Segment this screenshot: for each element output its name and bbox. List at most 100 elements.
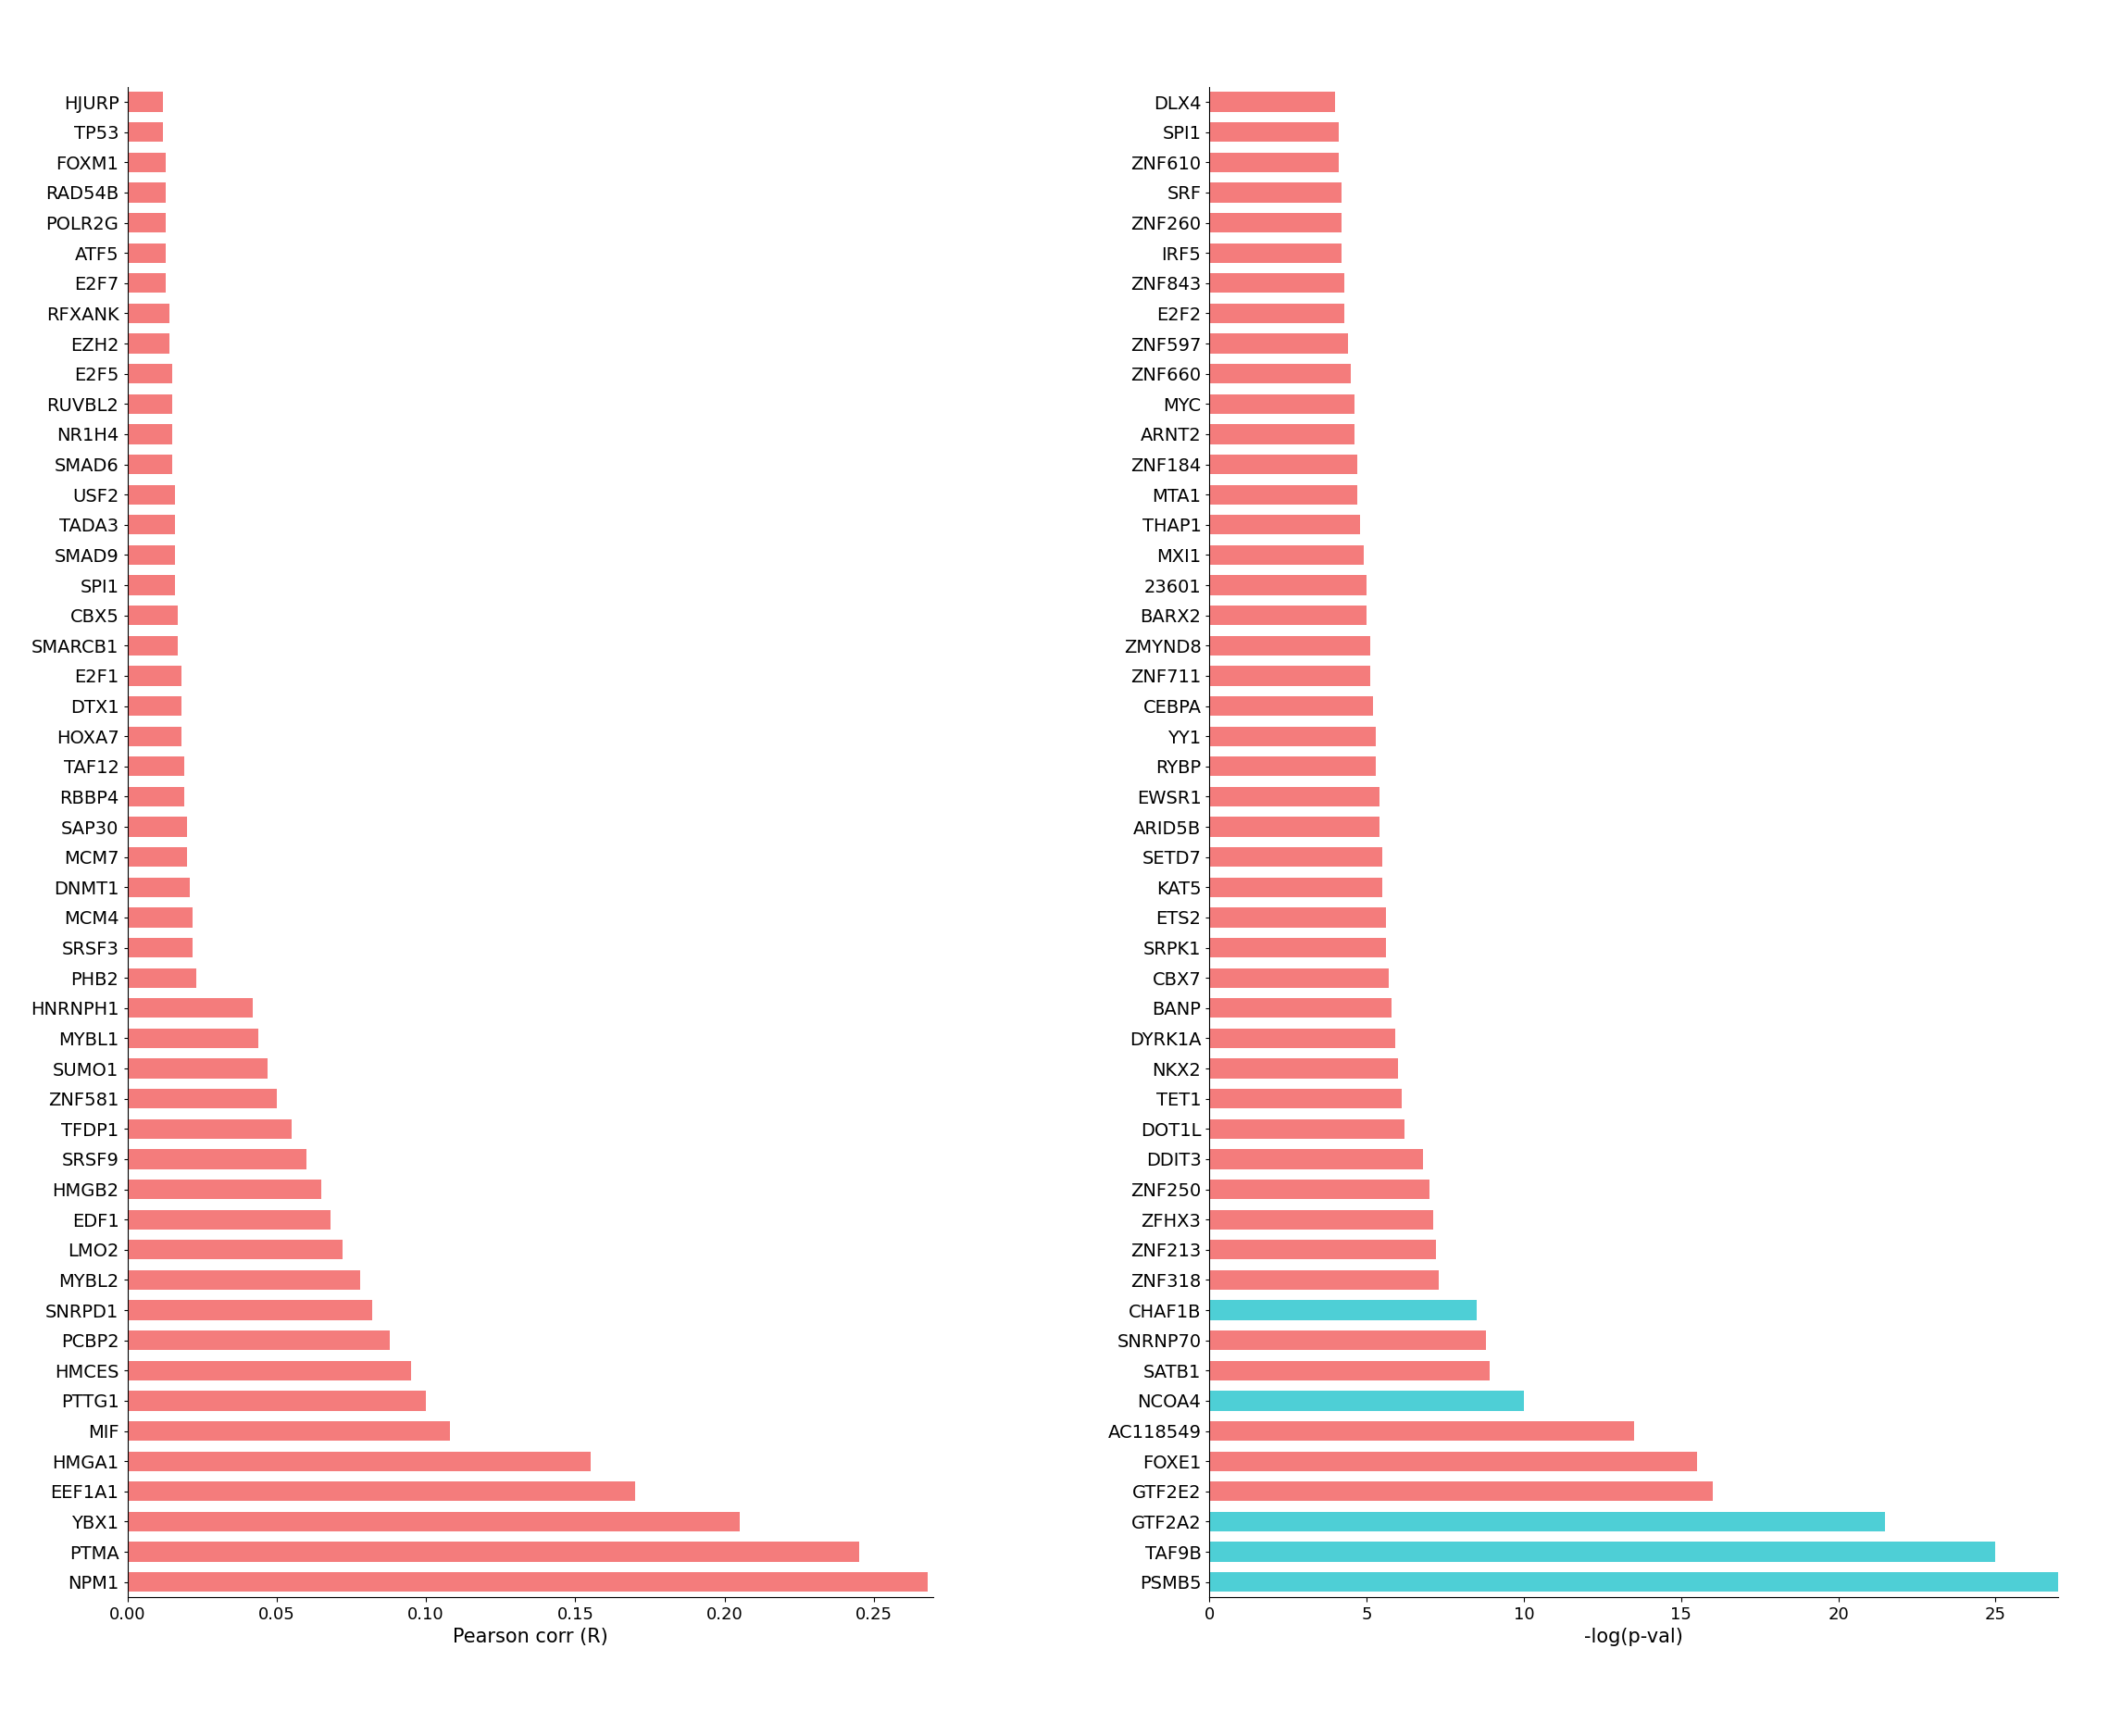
Bar bbox=[127, 606, 178, 625]
Bar bbox=[1210, 635, 1371, 656]
Bar bbox=[1210, 273, 1345, 293]
Bar bbox=[1210, 153, 1339, 172]
Bar bbox=[127, 394, 172, 413]
Bar bbox=[127, 757, 185, 776]
X-axis label: Pearson corr (R): Pearson corr (R) bbox=[452, 1628, 609, 1646]
Bar bbox=[1210, 667, 1371, 686]
Bar bbox=[127, 908, 193, 927]
Bar bbox=[127, 1179, 320, 1200]
Bar bbox=[127, 516, 176, 535]
Bar bbox=[127, 1088, 276, 1109]
Bar bbox=[127, 1512, 741, 1531]
Bar bbox=[1210, 696, 1373, 715]
Bar bbox=[1210, 333, 1347, 354]
Bar bbox=[1210, 1330, 1485, 1351]
Bar bbox=[1210, 1179, 1430, 1200]
Bar bbox=[127, 1120, 291, 1139]
Bar bbox=[127, 1542, 859, 1562]
Bar bbox=[1210, 1451, 1698, 1470]
Bar bbox=[127, 484, 176, 505]
Bar bbox=[127, 1422, 450, 1441]
Bar bbox=[127, 1391, 427, 1411]
Bar bbox=[127, 937, 193, 958]
Bar bbox=[127, 333, 170, 354]
Bar bbox=[1210, 1512, 1886, 1531]
Bar bbox=[1210, 1149, 1424, 1168]
Bar bbox=[127, 92, 163, 111]
Bar bbox=[1210, 726, 1377, 746]
Bar bbox=[127, 153, 166, 172]
Bar bbox=[127, 424, 172, 444]
Bar bbox=[127, 1481, 634, 1502]
Bar bbox=[1210, 606, 1367, 625]
Bar bbox=[127, 1300, 371, 1319]
Bar bbox=[1210, 92, 1335, 111]
Bar bbox=[1210, 937, 1386, 958]
Bar bbox=[1210, 1573, 2058, 1592]
Bar bbox=[1210, 1028, 1394, 1049]
Bar bbox=[127, 182, 166, 203]
Bar bbox=[1210, 847, 1381, 866]
Bar bbox=[1210, 545, 1364, 564]
Bar bbox=[1210, 484, 1358, 505]
Bar bbox=[1210, 1391, 1524, 1411]
Bar bbox=[127, 726, 180, 746]
Bar bbox=[1210, 122, 1339, 142]
Bar bbox=[127, 998, 253, 1017]
Bar bbox=[127, 455, 172, 474]
Bar bbox=[127, 1059, 267, 1078]
Bar bbox=[1210, 1240, 1437, 1260]
Bar bbox=[127, 1149, 306, 1168]
Bar bbox=[1210, 998, 1392, 1017]
Bar bbox=[127, 243, 166, 262]
Bar bbox=[1210, 818, 1379, 837]
Bar bbox=[127, 214, 166, 233]
Bar bbox=[127, 1271, 361, 1290]
Bar bbox=[127, 1330, 390, 1351]
Bar bbox=[1210, 877, 1381, 898]
Bar bbox=[1210, 1361, 1490, 1380]
Bar bbox=[127, 273, 166, 293]
Bar bbox=[127, 847, 187, 866]
Bar bbox=[1210, 516, 1360, 535]
Bar bbox=[1210, 1271, 1439, 1290]
Bar bbox=[1210, 757, 1377, 776]
Bar bbox=[127, 1451, 590, 1470]
Bar bbox=[1210, 394, 1354, 413]
Bar bbox=[127, 635, 178, 656]
Bar bbox=[127, 575, 176, 595]
Bar bbox=[127, 818, 187, 837]
Bar bbox=[127, 1361, 412, 1380]
Bar bbox=[127, 365, 172, 384]
Bar bbox=[1210, 575, 1367, 595]
Bar bbox=[1210, 1542, 1995, 1562]
Bar bbox=[1210, 1210, 1432, 1229]
Bar bbox=[1210, 243, 1341, 262]
Bar bbox=[127, 667, 180, 686]
Bar bbox=[127, 122, 163, 142]
Bar bbox=[1210, 1300, 1477, 1319]
Bar bbox=[1210, 969, 1388, 988]
Bar bbox=[1210, 786, 1379, 807]
Bar bbox=[1210, 1120, 1405, 1139]
X-axis label: -log(p-val): -log(p-val) bbox=[1585, 1628, 1683, 1646]
Bar bbox=[127, 877, 191, 898]
Bar bbox=[127, 969, 195, 988]
Bar bbox=[1210, 1481, 1712, 1502]
Bar bbox=[1210, 1059, 1398, 1078]
Bar bbox=[1210, 908, 1386, 927]
Bar bbox=[127, 1573, 927, 1592]
Bar bbox=[127, 1028, 259, 1049]
Bar bbox=[127, 786, 185, 807]
Bar bbox=[1210, 365, 1352, 384]
Bar bbox=[1210, 182, 1341, 203]
Bar bbox=[1210, 424, 1354, 444]
Bar bbox=[127, 545, 176, 564]
Bar bbox=[1210, 455, 1358, 474]
Bar bbox=[127, 304, 170, 323]
Bar bbox=[1210, 214, 1341, 233]
Bar bbox=[127, 696, 180, 715]
Bar bbox=[127, 1210, 331, 1229]
Bar bbox=[1210, 1088, 1401, 1109]
Bar bbox=[1210, 304, 1345, 323]
